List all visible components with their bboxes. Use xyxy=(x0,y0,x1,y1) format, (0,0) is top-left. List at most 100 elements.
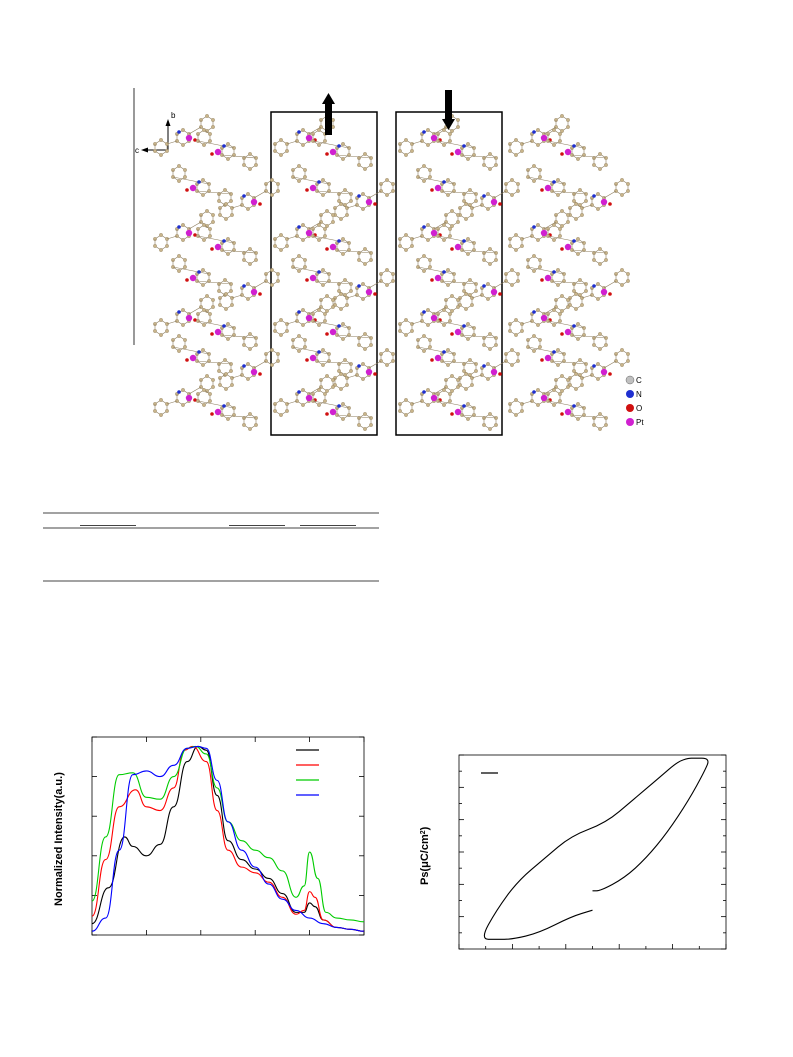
nitrogen-atom xyxy=(482,194,486,198)
platinum-atom xyxy=(434,354,442,362)
carbon-atom xyxy=(450,129,454,133)
bond xyxy=(197,235,235,244)
emission-legend xyxy=(296,749,319,796)
platinum-atom xyxy=(544,184,552,192)
bond xyxy=(571,334,607,339)
carbon-atom xyxy=(576,237,580,241)
nitrogen-atom xyxy=(337,324,341,328)
bond xyxy=(521,140,533,145)
carbon-atom xyxy=(361,362,365,366)
carbon-atom xyxy=(218,213,222,217)
carbon-atom xyxy=(604,163,608,167)
oxygen-atom xyxy=(258,372,262,376)
carbon-atom xyxy=(183,345,187,349)
carbon-atom xyxy=(303,258,307,262)
hysteresis-ticks xyxy=(458,754,727,950)
carbon-atom xyxy=(159,138,163,142)
carbon-atom xyxy=(159,248,163,252)
carbon-atom xyxy=(248,427,252,431)
carbon-atom xyxy=(349,289,353,293)
carbon-atom xyxy=(510,193,514,197)
carbon-atom xyxy=(566,118,570,122)
carbon-atom xyxy=(321,363,325,367)
carbon-atom xyxy=(317,143,321,147)
molecule xyxy=(458,178,520,221)
carbon-atom xyxy=(442,388,446,392)
carbon-atom xyxy=(596,362,600,366)
carbon-atom xyxy=(226,402,230,406)
atom-legend: C N O Pt xyxy=(625,375,644,427)
bond xyxy=(571,249,607,254)
bond xyxy=(316,280,352,285)
carbon-atom xyxy=(486,192,490,196)
emission-series-1 xyxy=(91,745,365,932)
carbon-atom xyxy=(516,352,520,356)
oxygen-atom xyxy=(498,372,502,376)
molecule xyxy=(153,374,215,417)
carbon-atom xyxy=(474,369,478,373)
carbon-atom xyxy=(317,388,321,392)
carbon-atom xyxy=(598,262,602,266)
platinum-atom xyxy=(600,288,608,296)
carbon-atom xyxy=(446,178,450,182)
platinum-atom xyxy=(214,408,222,416)
carbon-atom xyxy=(514,233,518,237)
carbon-atom xyxy=(448,399,452,403)
oxygen-atom xyxy=(373,292,377,296)
carbon-atom xyxy=(361,192,365,196)
carbon-atom xyxy=(159,233,163,237)
platinum-atom xyxy=(430,229,438,237)
carbon-atom xyxy=(317,323,321,327)
carbon-atom xyxy=(464,202,468,206)
carbon-atom xyxy=(325,294,329,298)
bond xyxy=(461,249,497,254)
carbon-atom xyxy=(576,337,580,341)
carbon-atom xyxy=(464,372,468,376)
bond xyxy=(411,320,423,325)
molecule xyxy=(218,268,280,311)
carbon-atom xyxy=(466,337,470,341)
nitrogen-atom xyxy=(297,225,301,229)
carbon-atom xyxy=(341,237,345,241)
carbon-atom xyxy=(202,238,206,242)
carbon-atom xyxy=(337,289,341,293)
carbon-atom xyxy=(159,333,163,337)
domain-box-left xyxy=(270,111,378,436)
bond xyxy=(571,154,607,159)
carbon-atom xyxy=(466,237,470,241)
carbon-atom xyxy=(205,114,209,118)
carbon-atom xyxy=(448,139,452,143)
carbon-atom xyxy=(488,332,492,336)
carbon-atom xyxy=(208,399,212,403)
bond xyxy=(547,400,585,409)
carbon-atom xyxy=(604,258,608,262)
nitrogen-atom xyxy=(442,270,446,274)
platinum-atom xyxy=(454,408,462,416)
carbon-atom xyxy=(626,272,630,276)
carbon-atom xyxy=(462,289,466,293)
bond xyxy=(166,140,178,145)
carbon-atom xyxy=(321,193,325,197)
carbon-atom xyxy=(428,345,432,349)
bond xyxy=(197,140,235,149)
carbon-atom xyxy=(208,139,212,143)
nitrogen-atom xyxy=(592,364,596,368)
carbon-atom xyxy=(598,347,602,351)
carbon-atom xyxy=(572,289,576,293)
carbon-atom xyxy=(574,372,578,376)
bond xyxy=(527,266,565,275)
carbon-atom xyxy=(270,283,274,287)
carbon-atom xyxy=(297,254,301,258)
nitrogen-atom xyxy=(572,404,576,408)
carbon-atom xyxy=(202,128,206,132)
emission-series-2 xyxy=(91,745,365,932)
carbon-atom xyxy=(598,167,602,171)
carbon-atom xyxy=(339,307,343,311)
carbon-atom xyxy=(297,179,301,183)
oxygen-atom xyxy=(430,278,434,282)
bond xyxy=(316,190,352,195)
nitrogen-atom xyxy=(177,390,181,394)
molecule xyxy=(273,374,335,417)
carbon-atom xyxy=(404,248,408,252)
carbon-atom xyxy=(357,343,361,347)
